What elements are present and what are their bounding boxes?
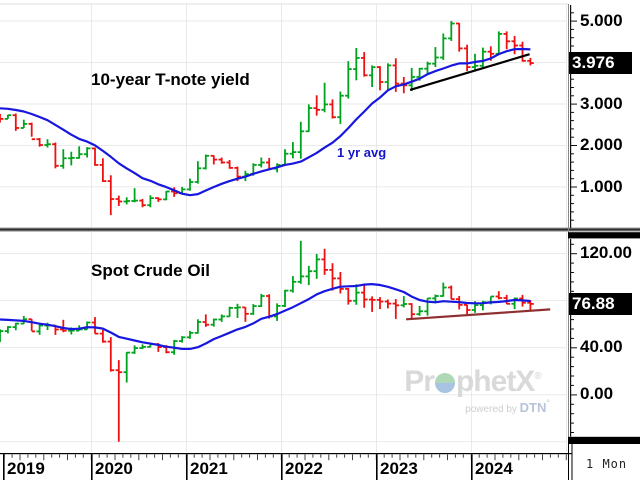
year-label: 2019 <box>7 459 45 478</box>
last-price-box-tnote: 3.976 <box>569 52 632 74</box>
watermark-brand: ProphetX® <box>404 365 542 398</box>
yaxis-label: 0.00 <box>580 384 614 403</box>
globe-icon: o <box>434 373 455 393</box>
yaxis-label: 2.000 <box>580 135 623 154</box>
interval-indicator[interactable]: 1 Mon <box>586 457 628 471</box>
yaxis-label: 5.000 <box>580 11 623 30</box>
yaxis-label: 120.00 <box>580 243 632 262</box>
year-label: 2024 <box>475 459 513 478</box>
watermark: ProphetX® powered by DTN° <box>390 362 556 416</box>
year-label: 2021 <box>190 459 228 478</box>
yaxis-label: 40.00 <box>580 337 623 356</box>
yaxis-label: 1.000 <box>580 177 623 196</box>
yaxis-label: 3.000 <box>580 94 623 113</box>
last-price-box-crude: 76.88 <box>569 293 632 315</box>
year-label: 2023 <box>380 459 418 478</box>
year-label: 2020 <box>95 459 133 478</box>
watermark-powered-by: powered by DTN° <box>465 398 550 415</box>
bottom-panel-title: Spot Crude Oil <box>91 261 210 280</box>
year-label: 2022 <box>285 459 323 478</box>
ma-annotation: 1 yr avg <box>337 145 387 160</box>
top-panel-title: 10-year T-note yield <box>91 70 250 89</box>
